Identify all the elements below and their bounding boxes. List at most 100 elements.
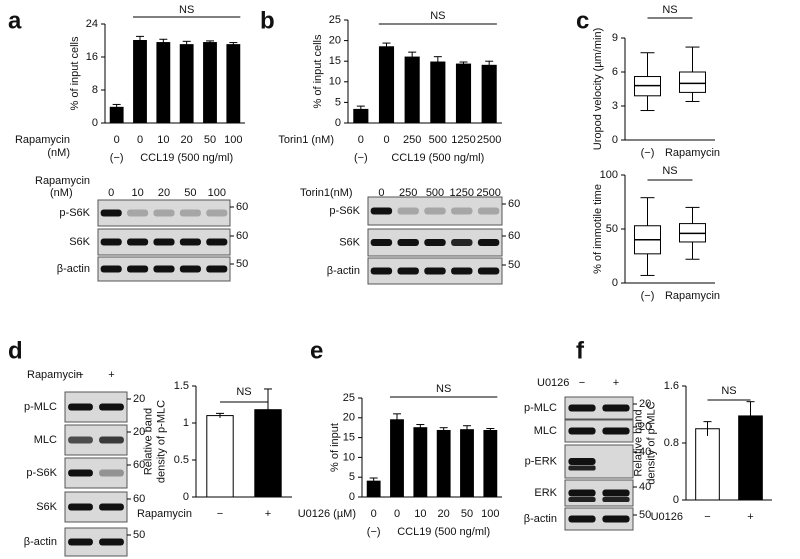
blot-row-label: S6K	[69, 236, 90, 248]
band	[68, 503, 93, 511]
treatment-label: (nM)	[47, 147, 70, 159]
control-label: (−)	[367, 526, 381, 538]
blot-row-label: MLC	[534, 425, 557, 437]
lane-label: 0	[108, 187, 114, 199]
blot-header: Rapamycin	[27, 369, 82, 381]
panel-label: f	[576, 337, 585, 364]
bar	[179, 44, 194, 124]
y-tick-label: 1.6	[664, 380, 679, 392]
blot-row-label: ERK	[534, 487, 557, 499]
y-tick-label: 10	[343, 451, 355, 463]
band	[127, 238, 149, 246]
band	[568, 515, 596, 523]
blot-header: (nM)	[50, 187, 73, 199]
bar	[133, 40, 147, 124]
size-marker: 40	[639, 446, 651, 458]
size-marker: 60	[236, 201, 248, 213]
y-tick-label: 50	[606, 223, 618, 235]
size-marker: 40	[639, 481, 651, 493]
y-tick-label: 1	[183, 417, 189, 429]
y-tick-label: 0	[335, 117, 341, 129]
band	[424, 267, 446, 275]
bar	[156, 42, 171, 124]
bar	[203, 42, 217, 124]
y-axis-label: density of p-MLC	[155, 400, 167, 483]
y-tick-label: 0	[673, 494, 679, 506]
lane-label: 0	[378, 187, 384, 199]
size-marker: 20	[133, 393, 145, 405]
band	[477, 267, 500, 275]
band	[451, 207, 473, 215]
x-tick-label: 2500	[477, 134, 501, 146]
band	[370, 207, 393, 215]
band	[397, 207, 419, 215]
bar	[455, 63, 472, 124]
x-tick-label: (−)	[641, 147, 655, 159]
y-tick-label: 0.8	[664, 437, 679, 449]
x-tick-label: −	[704, 511, 710, 523]
band	[397, 267, 419, 275]
band	[179, 238, 201, 246]
bar	[226, 44, 241, 124]
y-tick-label: 24	[86, 18, 98, 30]
band	[397, 239, 419, 246]
band	[179, 209, 201, 217]
x-tick-label: 500	[429, 134, 447, 146]
y-axis-label: % of input cells	[69, 36, 81, 110]
blot-row-label: S6K	[339, 236, 360, 248]
lane-label: 10	[131, 187, 143, 199]
band	[100, 265, 122, 273]
panel-label: e	[310, 337, 323, 364]
band	[568, 497, 596, 502]
y-tick-label: 8	[92, 84, 98, 96]
band	[99, 403, 124, 411]
band	[68, 436, 93, 444]
panel-label: b	[260, 7, 275, 34]
x-tick-label: 1250	[451, 134, 475, 146]
band	[206, 238, 228, 246]
y-tick-label: 3	[612, 100, 618, 112]
bar	[460, 429, 474, 498]
treatment-label: Rapamycin	[137, 508, 192, 520]
band	[451, 267, 473, 275]
size-marker: 60	[236, 230, 248, 242]
band	[206, 265, 228, 273]
x-tick-label: (−)	[641, 290, 655, 302]
lane-label: 250	[399, 187, 417, 199]
y-axis-label: % of immotile time	[592, 184, 604, 274]
band	[370, 239, 393, 246]
size-marker: 50	[508, 259, 520, 271]
bar	[390, 419, 404, 498]
band	[99, 538, 124, 546]
blot-row-label: p-MLC	[524, 402, 557, 414]
blot-row-label: β-actin	[327, 265, 360, 277]
blot-header: Torin1(nM)	[300, 187, 353, 199]
band	[477, 207, 500, 215]
bar	[483, 429, 498, 498]
band	[153, 209, 175, 217]
y-tick-label: 0	[183, 491, 189, 503]
blot-row-label: MLC	[34, 434, 57, 446]
group-label: CCL19 (500 ng/ml)	[397, 526, 490, 538]
y-tick-label: 0	[92, 117, 98, 129]
y-axis-label: Uropod velocity (µm/min)	[592, 28, 604, 150]
group-label: CCL19 (500 ng/ml)	[140, 152, 233, 164]
lane-label: 2500	[476, 187, 500, 199]
x-tick-label: Rapamycin	[665, 290, 720, 302]
annotation: NS	[662, 4, 677, 16]
band	[602, 404, 630, 412]
lane-label: +	[613, 377, 619, 389]
x-tick-label: 0	[358, 134, 364, 146]
band	[602, 427, 630, 435]
x-tick-label: Rapamycin	[665, 147, 720, 159]
blot-panel	[564, 507, 634, 531]
y-tick-label: 25	[329, 14, 341, 26]
blot-panel	[64, 391, 128, 423]
size-marker: 20	[639, 421, 651, 433]
y-axis-label: Relative band	[142, 408, 154, 475]
bar	[430, 61, 446, 124]
blot-row-label: p-S6K	[59, 207, 90, 219]
treatment-label: Torin1 (nM)	[278, 134, 334, 146]
band	[100, 209, 122, 217]
